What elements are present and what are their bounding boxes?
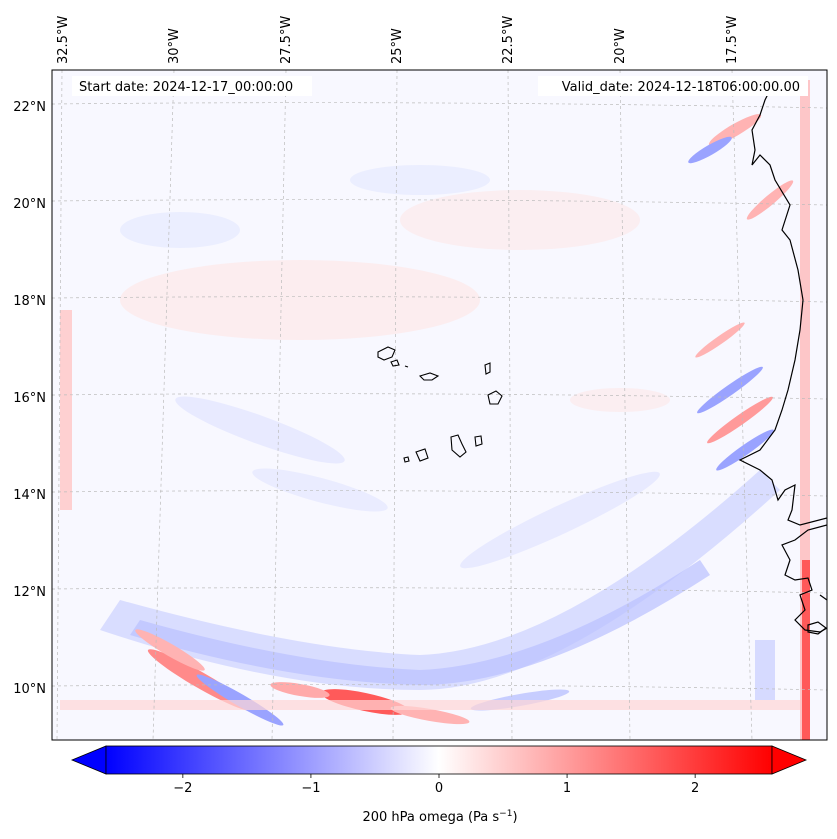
field-streak xyxy=(135,629,205,671)
field-streak xyxy=(697,366,763,414)
field-band xyxy=(130,560,710,685)
colorbar-title-exp: −1 xyxy=(499,809,512,819)
omega-field xyxy=(60,80,810,740)
colorbar-title-main: 200 hPa omega (Pa s xyxy=(362,810,499,825)
colorbar-tick-label: 2 xyxy=(691,781,699,796)
coastline xyxy=(738,89,827,635)
lat-label: 14°N xyxy=(13,488,46,503)
valid-date-box xyxy=(538,76,808,96)
gridline-lon xyxy=(731,70,753,740)
island-brava xyxy=(403,456,410,463)
gridline-lon xyxy=(619,70,631,740)
colorbar: −2 −1 0 1 2 200 hPa omega (Pa s−1) xyxy=(70,745,808,825)
map-panel: Start date: 2024-12-17_00:00:00 Valid_da… xyxy=(13,16,828,741)
island-maio xyxy=(474,435,483,447)
coast-bijagos xyxy=(807,621,827,635)
field-streak xyxy=(695,322,745,358)
field-patch xyxy=(175,396,345,464)
colorbar-tick-label: 0 xyxy=(435,781,443,796)
colorbar-tick-label: −2 xyxy=(173,781,192,796)
island-sao-vicente xyxy=(390,359,400,367)
island-fogo xyxy=(415,448,429,462)
gridline-lon xyxy=(392,70,398,740)
field-streak xyxy=(688,136,732,164)
island-santo-antao xyxy=(377,346,396,361)
start-date-text: Start date: 2024-12-17_00:00:00 xyxy=(79,80,293,95)
coast-mainland xyxy=(738,89,827,526)
field-patch xyxy=(570,388,670,412)
map-frame xyxy=(51,69,828,741)
boundary-left xyxy=(60,310,72,510)
coast-islands xyxy=(819,594,827,601)
field-streak xyxy=(390,705,470,725)
field-patch xyxy=(120,260,480,340)
island-santa-luzia xyxy=(404,365,409,368)
boundary-bottom xyxy=(60,700,800,710)
gridline-lat xyxy=(52,684,827,691)
island-santiago xyxy=(450,434,467,458)
lat-label: 20°N xyxy=(13,197,46,212)
field-streak xyxy=(708,114,762,146)
gridline-lon xyxy=(271,70,287,740)
field-patch xyxy=(252,468,388,512)
island-boa-vista xyxy=(487,390,503,405)
lat-label: 22°N xyxy=(13,100,46,115)
gridline-lon xyxy=(152,70,175,740)
field-patch xyxy=(350,165,490,195)
lon-label: 20°W xyxy=(613,28,628,64)
colorbar-tick-label: 1 xyxy=(563,781,571,796)
lat-label: 16°N xyxy=(13,391,46,406)
colorbar-ticks: −2 −1 0 1 2 xyxy=(173,774,699,796)
lat-label: 12°N xyxy=(13,585,46,600)
start-date-box xyxy=(72,76,312,96)
valid-date-text: Valid_date: 2024-12-18T06:00:00.00 xyxy=(562,80,800,95)
gridline-lon xyxy=(56,70,63,740)
colorbar-title-end: ) xyxy=(512,810,517,825)
gridline-lat xyxy=(52,296,827,303)
lat-label: 18°N xyxy=(13,294,46,309)
field-streak xyxy=(716,429,774,471)
field-streak xyxy=(707,396,773,444)
colorbar-bar xyxy=(105,745,773,775)
field-band xyxy=(100,470,780,690)
gridline-lat xyxy=(52,490,827,497)
colorbar-min-extend xyxy=(70,745,107,775)
field-patch xyxy=(755,640,775,700)
field-patch xyxy=(400,190,640,250)
field-patch xyxy=(460,471,660,569)
coast-guinea xyxy=(781,524,827,633)
colorbar-tick-label: −1 xyxy=(301,781,320,796)
gridline-lat xyxy=(52,587,827,594)
island-sao-nicolau xyxy=(418,372,440,381)
gridlines xyxy=(52,70,827,740)
field-patch xyxy=(120,212,240,248)
cape-verde xyxy=(377,346,503,463)
lon-label: 27.5°W xyxy=(279,16,294,64)
latitude-labels: 22°N 20°N 18°N 16°N 14°N 12°N 10°N xyxy=(13,100,46,697)
lon-label: 30°W xyxy=(167,28,182,64)
gridline-lat xyxy=(52,393,827,400)
gridline-lat xyxy=(52,199,827,206)
lon-label: 32.5°W xyxy=(56,16,71,64)
gridline-lon xyxy=(507,70,513,740)
island-sal xyxy=(484,362,491,375)
colorbar-max-extend xyxy=(771,745,808,775)
lon-label: 22.5°W xyxy=(501,16,516,64)
field-streak xyxy=(270,682,330,698)
lat-label: 10°N xyxy=(13,682,46,697)
longitude-labels: 32.5°W 30°W 27.5°W 25°W 22.5°W 20°W 17.5… xyxy=(56,16,740,64)
boundary-right xyxy=(800,80,810,740)
lon-label: 25°W xyxy=(390,28,405,64)
boundary-right-strong xyxy=(802,560,810,740)
lon-label: 17.5°W xyxy=(725,16,740,64)
colorbar-title: 200 hPa omega (Pa s−1) xyxy=(362,809,517,825)
gridline-lat xyxy=(52,102,827,109)
